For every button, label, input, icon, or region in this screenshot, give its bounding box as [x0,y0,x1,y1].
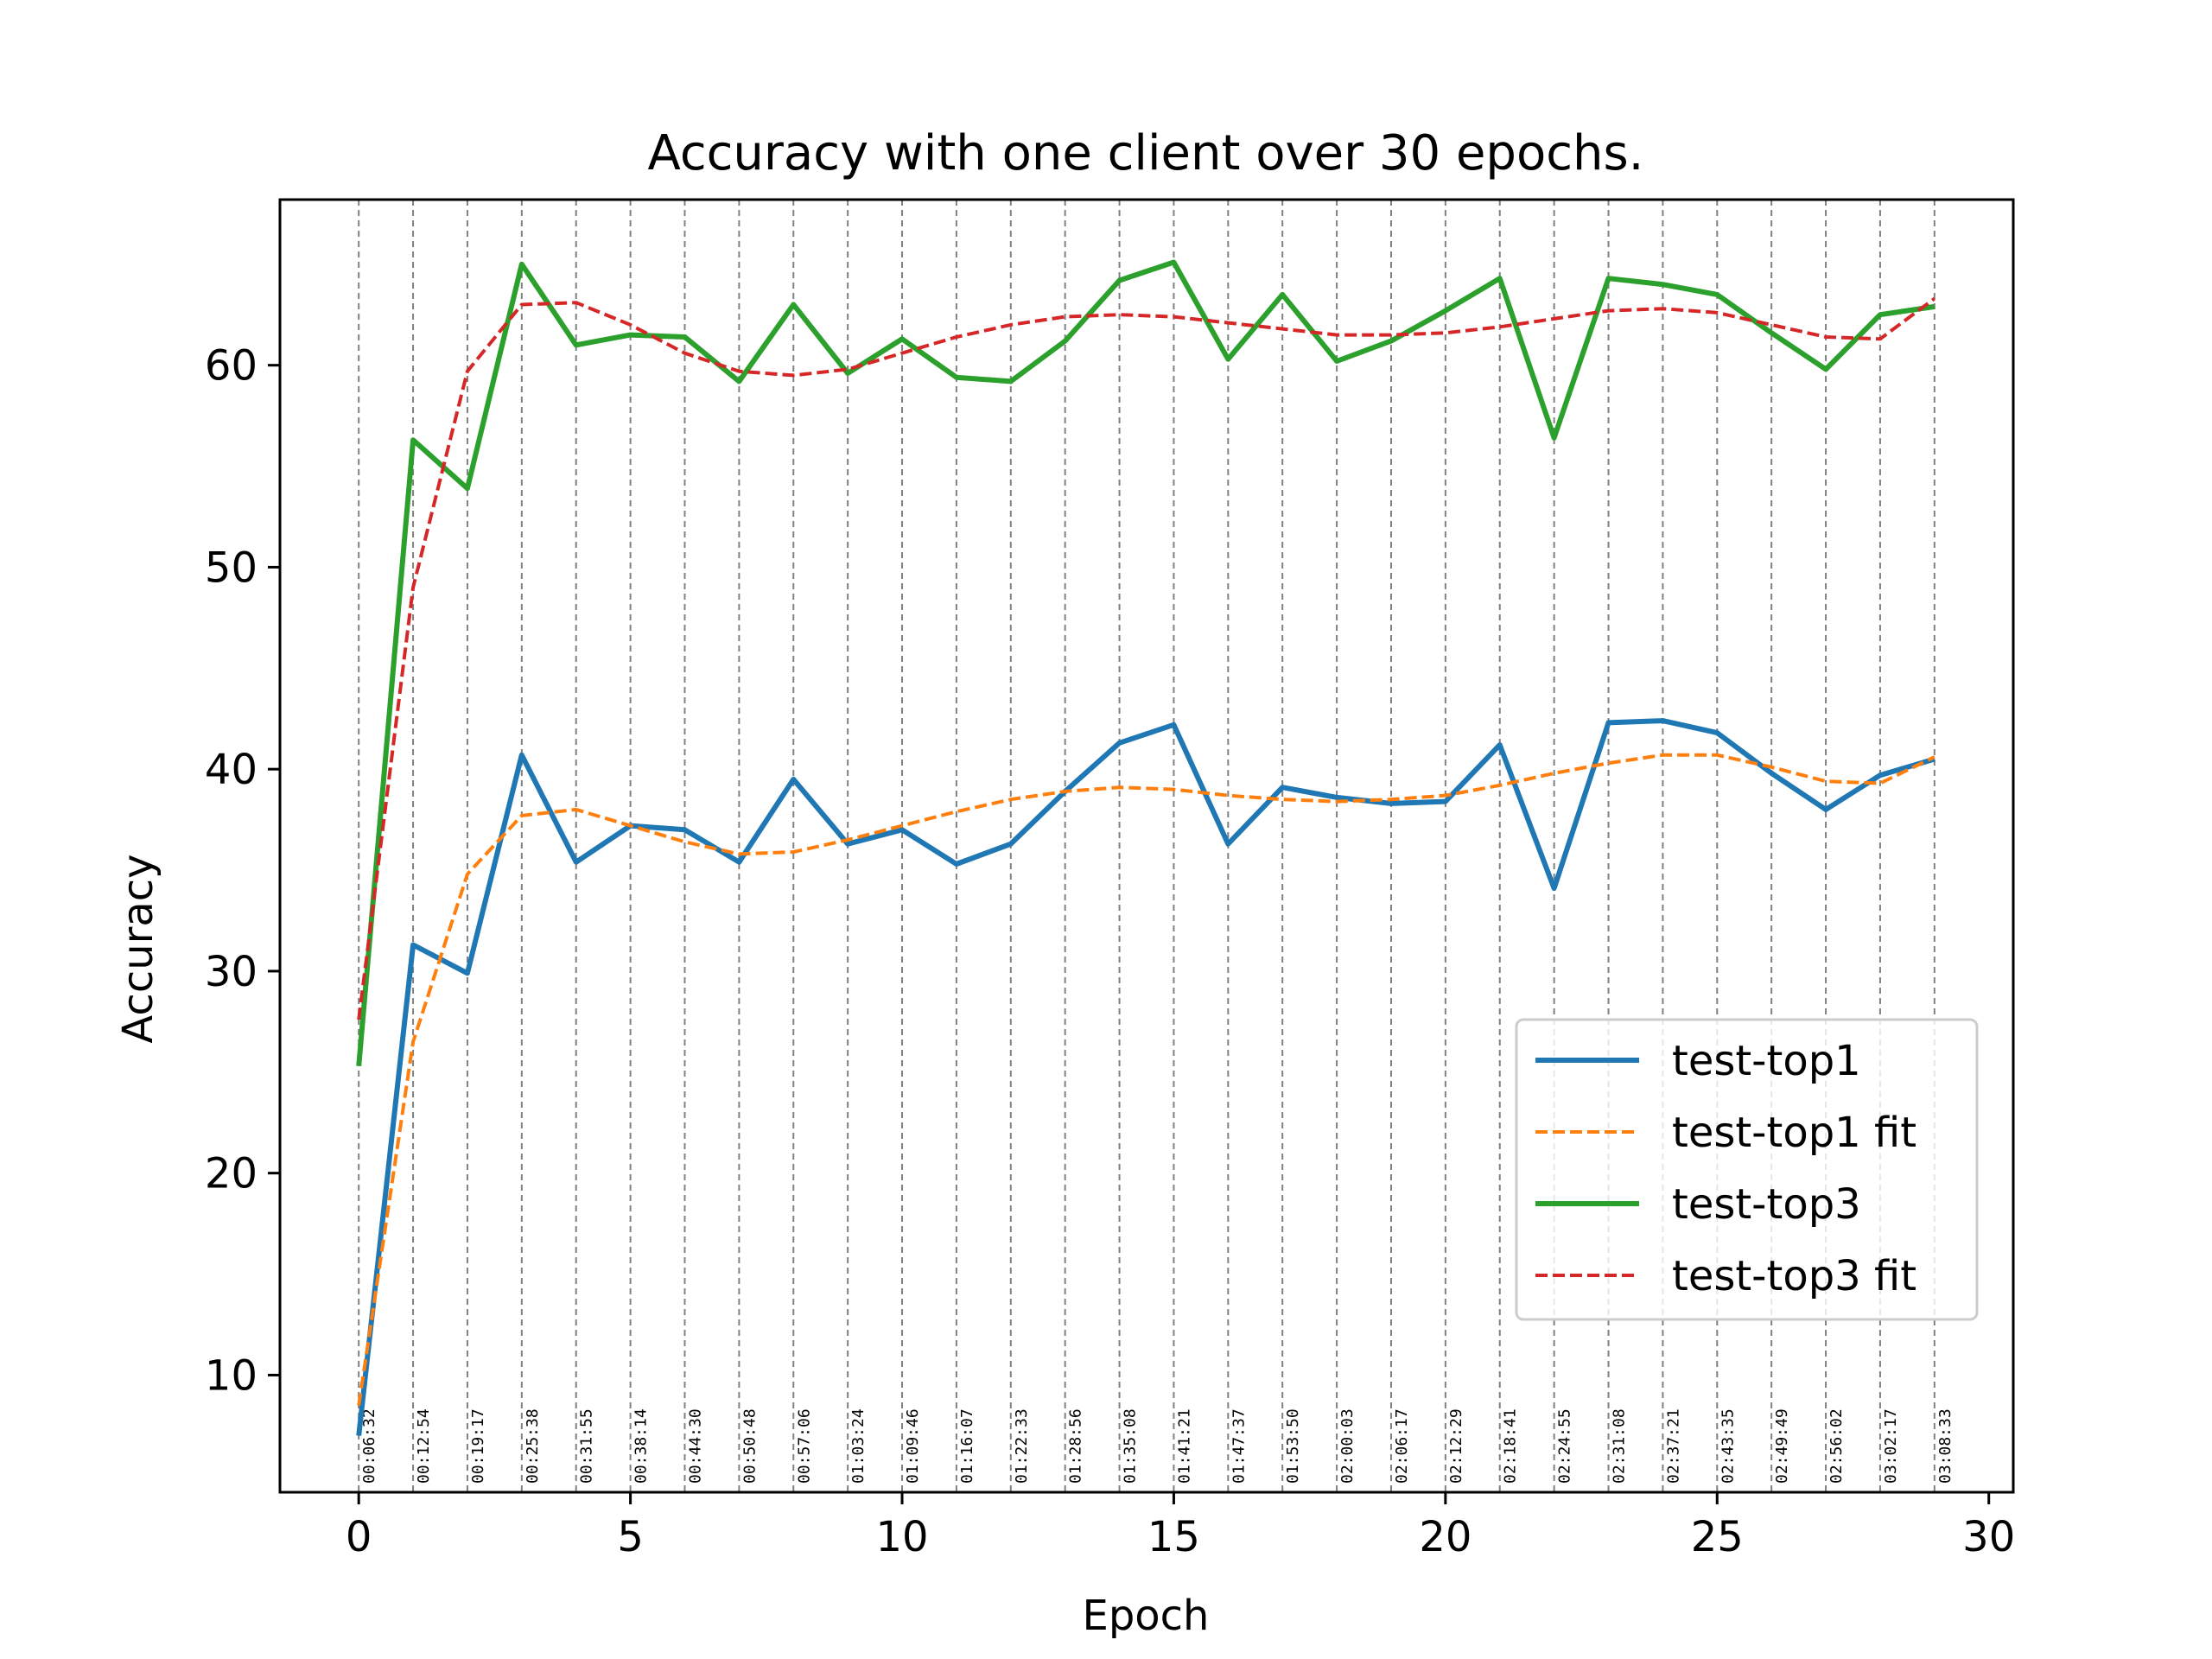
epoch-time-label: 00:57:06 [795,1408,813,1484]
epoch-time-label: 00:31:55 [578,1408,596,1484]
epoch-time-label: 01:41:21 [1175,1408,1193,1484]
epoch-time-label: 01:35:08 [1122,1408,1140,1484]
x-tick-label: 0 [346,1513,372,1561]
epoch-time-label: 00:06:32 [360,1408,378,1484]
epoch-time-label: 01:22:33 [1013,1408,1031,1484]
epoch-time-label: 00:50:48 [741,1408,759,1484]
legend-label: test-top3 [1672,1180,1861,1229]
legend-box [1515,1018,1979,1321]
legend-label: test-top3 fit [1672,1252,1916,1300]
epoch-time-label: 02:18:41 [1502,1408,1520,1484]
series-line-test-top1 [356,718,1936,1436]
epoch-time-label: 01:03:24 [849,1408,868,1484]
axes-frame [278,198,2015,1494]
epoch-time-label: 02:12:29 [1447,1408,1465,1484]
y-tick-label: 50 [205,543,257,592]
series-line-test-top3-fit [357,296,1936,1020]
y-tick-label: 40 [205,746,257,794]
epoch-time-label: 01:16:07 [958,1408,976,1484]
epoch-time-label: 00:44:30 [686,1408,704,1484]
epoch-time-label: 02:06:17 [1393,1408,1411,1484]
legend: test-top1 test-top1 fit test-top3 test-top3… [1515,1018,1979,1321]
y-axis-label: Accuracy [114,854,162,1043]
x-tick-label: 25 [1691,1513,1744,1561]
epoch-time-label: 02:43:35 [1719,1408,1737,1484]
y-tick-label: 20 [205,1150,257,1198]
x-tick-label: 20 [1419,1513,1471,1561]
epoch-time-label: 01:53:50 [1284,1408,1302,1484]
epoch-time-label: 02:56:02 [1827,1408,1846,1484]
epoch-time-label: 00:38:14 [632,1408,651,1484]
epoch-time-label: 00:19:17 [469,1408,487,1484]
y-tick-label: 10 [205,1351,257,1400]
epoch-time-label: 01:47:37 [1230,1408,1248,1484]
y-tick-label: 60 [205,342,257,391]
epoch-time-label: 02:49:49 [1773,1408,1791,1484]
plot-area: 00:06:32 00:12:54 00:19:17 00:25:38 00:31:55… [205,198,2015,1561]
x-tick-label: 15 [1147,1513,1200,1561]
epoch-time-label: 02:37:21 [1664,1408,1682,1484]
epoch-time-label: 03:08:33 [1936,1408,1955,1484]
legend-label: test-top1 [1672,1037,1861,1085]
epoch-time-label: 03:02:17 [1882,1408,1900,1484]
x-tick-label: 5 [617,1513,644,1561]
y-tick-label: 30 [205,948,257,996]
x-axis-label: Epoch [1083,1592,1210,1640]
series-line-test-top3 [356,259,1936,1067]
epoch-time-label: 00:12:54 [415,1408,433,1484]
x-tick-label: 10 [875,1513,928,1561]
chart-title: Accuracy with one client over 30 epochs. [648,125,1644,181]
legend-label: test-top1 fit [1672,1109,1916,1157]
epoch-time-label: 01:09:46 [904,1408,922,1484]
epoch-time-label: 02:31:08 [1611,1408,1629,1484]
epoch-time-label: 02:24:55 [1556,1408,1574,1484]
epoch-time-label: 02:00:03 [1338,1408,1357,1484]
epoch-time-label: 01:28:56 [1067,1408,1085,1484]
epoch-time-label: 00:25:38 [524,1408,542,1484]
x-tick-label: 30 [1962,1513,2015,1561]
series-line-test-top1-fit [357,753,1936,1406]
